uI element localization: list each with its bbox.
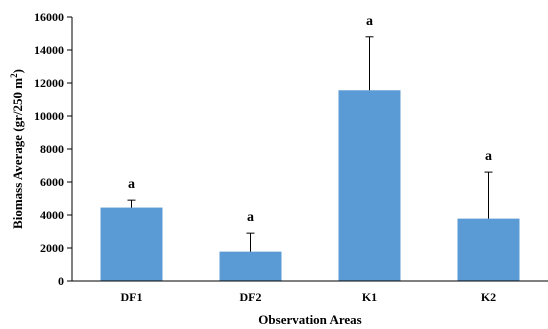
y-tick-label: 14000 [34, 43, 64, 57]
y-axis-title: Biomass Average (gr/250 m2) [9, 69, 25, 229]
error-bars [127, 36, 493, 252]
bars [100, 90, 520, 281]
bar-df1 [100, 207, 163, 281]
x-axis-ticks: DF1 DF2 K1 K2 [121, 290, 497, 304]
significance-label-k1: a [366, 14, 373, 29]
y-tick-label: 6000 [40, 175, 64, 189]
y-tick-label: 16000 [34, 10, 64, 24]
significance-label-k2: a [485, 149, 492, 164]
y-tick-label: 0 [58, 274, 64, 288]
significance-label-df2: a [247, 210, 254, 225]
y-tick-label: 8000 [40, 142, 64, 156]
x-tick-label: DF2 [240, 290, 262, 304]
x-tick-label: DF1 [121, 290, 143, 304]
y-axis-title-main: Biomass Average (gr/250 m [10, 78, 25, 229]
y-axis-ticks: 0 2000 4000 6000 8000 10000 12000 14000 16000 [34, 10, 72, 288]
x-tick-label: K2 [481, 290, 496, 304]
y-tick-label: 12000 [34, 76, 64, 90]
y-axis-title-end: ) [10, 69, 25, 73]
y-axis-title-superscript: 2 [9, 73, 19, 78]
x-tick-label: K1 [362, 290, 377, 304]
significance-labels: a a a a [128, 14, 492, 225]
y-tick-label: 4000 [40, 208, 64, 222]
bar-k1 [338, 90, 401, 281]
significance-label-df1: a [128, 177, 135, 192]
y-tick-label: 2000 [40, 241, 64, 255]
x-axis-title: Observation Areas [258, 312, 361, 327]
y-tick-label: 10000 [34, 109, 64, 123]
bar-df2 [219, 251, 282, 281]
bar-k2 [457, 218, 520, 281]
